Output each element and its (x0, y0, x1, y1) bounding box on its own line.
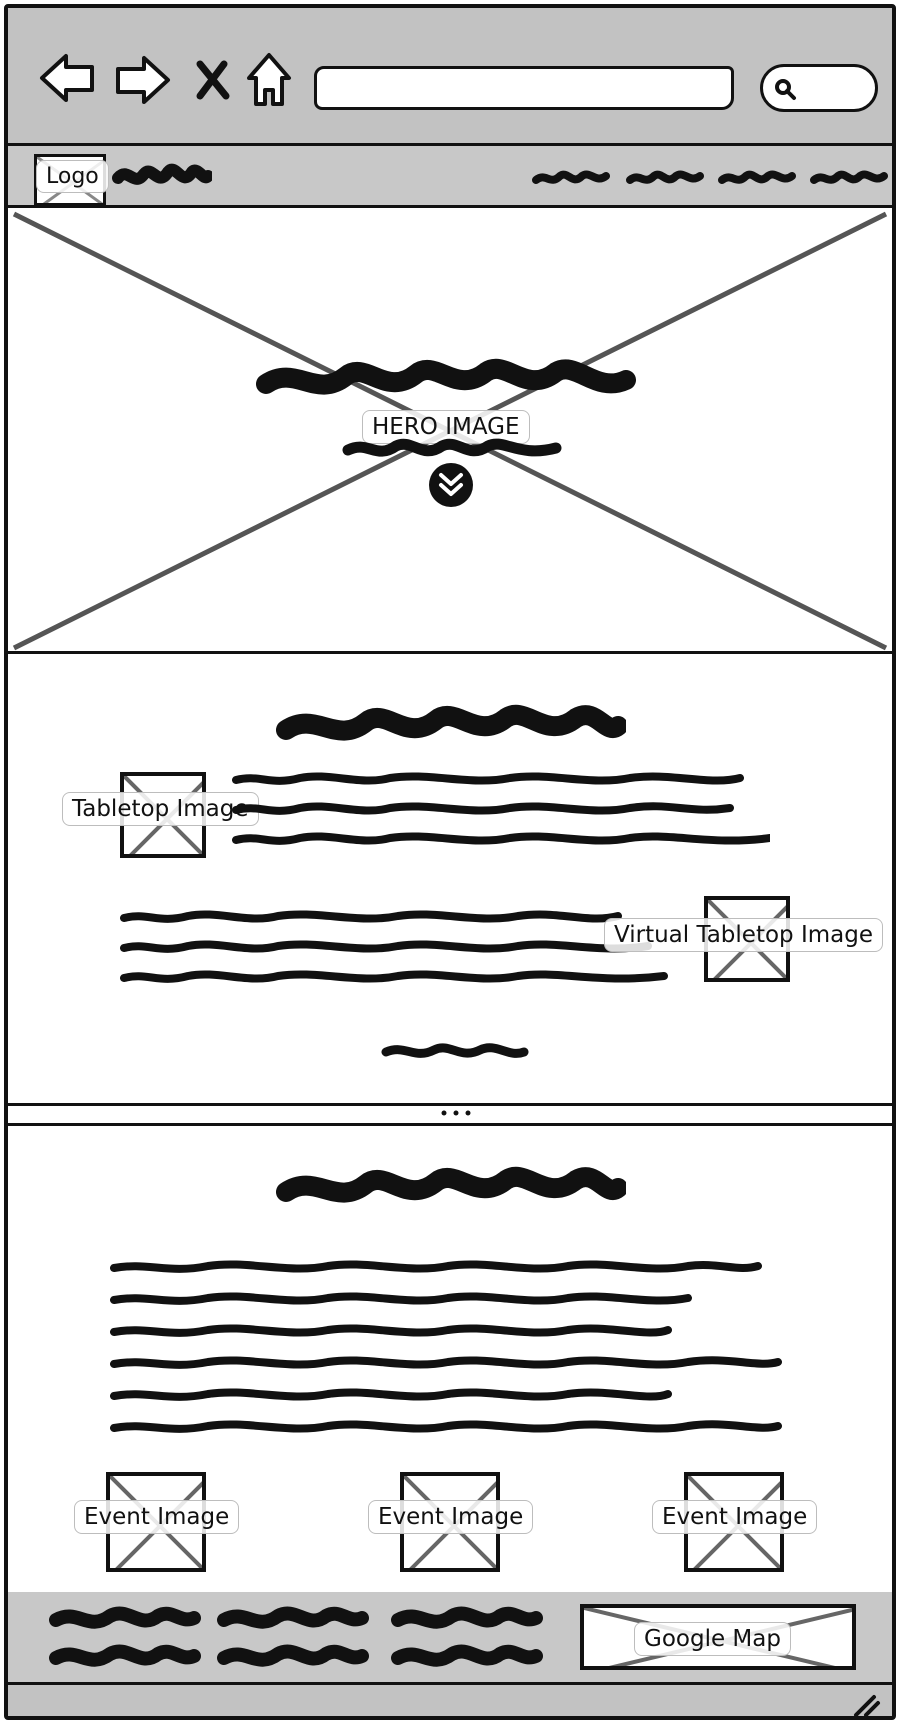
site-name-scribble (112, 163, 212, 185)
about-paragraph-2 (120, 910, 668, 983)
url-input[interactable] (314, 66, 734, 110)
close-icon[interactable] (192, 58, 232, 102)
nav-link-3[interactable] (716, 164, 796, 194)
nav-link-4[interactable] (808, 164, 888, 194)
hero-image: HERO IMAGE (8, 208, 892, 654)
back-arrow-icon[interactable] (38, 50, 98, 106)
double-chevron-down-icon[interactable] (428, 462, 474, 508)
event-image-3-label: Event Image (652, 1500, 818, 1534)
about-paragraph-1 (232, 772, 770, 845)
home-icon[interactable] (244, 50, 294, 110)
nav-link-2[interactable] (624, 164, 704, 194)
browser-window: Logo HERO IMAGE (4, 4, 896, 1720)
about-section: Tabletop Image Virtual Tabletop Image (8, 656, 892, 1106)
site-footer: Google Map (8, 1592, 892, 1682)
forward-arrow-icon[interactable] (112, 52, 172, 108)
logo-label: Logo (36, 160, 109, 193)
hero-heading-scribble (256, 358, 636, 395)
search-icon (775, 79, 796, 100)
google-map-label: Google Map (634, 1622, 791, 1656)
site-header: Logo (8, 146, 892, 208)
nav-link-1[interactable] (530, 164, 610, 194)
browser-toolbar (8, 8, 892, 146)
section-divider-handle (441, 1110, 471, 1116)
event-image-1-label: Event Image (74, 1500, 240, 1534)
about-heading-scribble (276, 704, 626, 741)
browser-search-input[interactable] (760, 64, 878, 112)
events-paragraph (110, 1260, 782, 1433)
events-section: Event Image Event Image Event Image (8, 1123, 892, 1595)
about-link-scribble[interactable] (380, 1036, 530, 1066)
events-heading-scribble (276, 1166, 626, 1203)
event-image-2-label: Event Image (368, 1500, 534, 1534)
footer-links-scribble[interactable] (48, 1598, 558, 1678)
browser-status-bar (8, 1682, 892, 1719)
virtual-tabletop-image-label: Virtual Tabletop Image (604, 918, 883, 952)
tabletop-image-label: Tabletop Image (62, 792, 259, 826)
resize-grip-icon[interactable] (850, 1691, 882, 1719)
hero-subheading-scribble (342, 438, 562, 457)
